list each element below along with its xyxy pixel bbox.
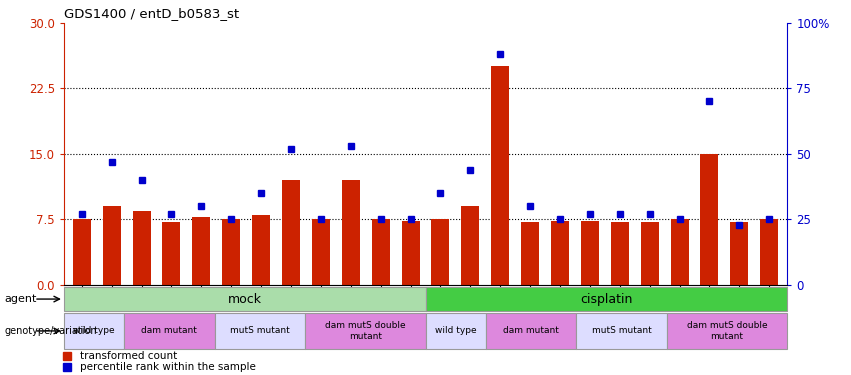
Bar [342,180,360,285]
Bar [581,221,599,285]
Bar [124,313,214,349]
Bar [576,313,666,349]
Bar [611,222,629,285]
Bar [551,221,569,285]
Text: dam mutant: dam mutant [503,326,559,335]
Bar [431,219,449,285]
Bar [192,217,210,285]
Bar [461,206,479,285]
Bar [252,215,270,285]
Bar [305,313,426,349]
Text: mutS mutant: mutS mutant [230,326,289,335]
Bar [64,313,124,349]
Bar [760,219,778,285]
Bar [491,66,509,285]
Bar [64,287,426,311]
Bar [641,222,659,285]
Bar [521,222,539,285]
Text: transformed count: transformed count [80,351,177,361]
Text: GDS1400 / entD_b0583_st: GDS1400 / entD_b0583_st [64,7,239,20]
Text: wild type: wild type [73,326,115,335]
Text: cisplatin: cisplatin [580,292,632,306]
Bar [163,222,180,285]
Text: percentile rank within the sample: percentile rank within the sample [80,362,256,372]
Text: mock: mock [228,292,261,306]
Bar [730,222,748,285]
Text: dam mutS double
mutant: dam mutS double mutant [687,321,768,340]
Bar [426,313,486,349]
Bar [312,219,330,285]
Bar [103,206,121,285]
Bar [372,219,390,285]
Text: genotype/variation: genotype/variation [4,326,97,336]
Text: wild type: wild type [435,326,477,335]
Bar [214,313,305,349]
Bar [666,313,787,349]
Bar [671,219,688,285]
Text: mutS mutant: mutS mutant [591,326,651,335]
Bar [426,287,787,311]
Bar [486,313,576,349]
Text: agent: agent [4,294,37,304]
Bar [282,180,300,285]
Bar [73,219,91,285]
Bar [402,221,420,285]
Text: dam mutS double
mutant: dam mutS double mutant [325,321,406,340]
Text: dam mutant: dam mutant [141,326,197,335]
Bar [222,219,240,285]
Bar [133,211,151,285]
Bar [700,154,718,285]
